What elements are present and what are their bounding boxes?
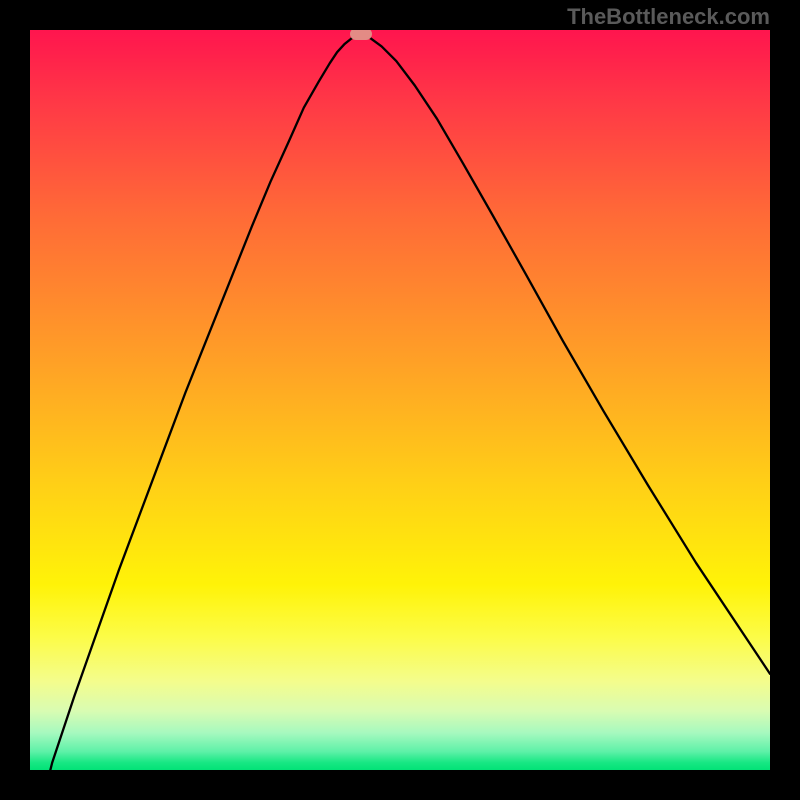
chart-frame: TheBottleneck.com xyxy=(0,0,800,800)
minimum-marker xyxy=(350,30,372,40)
curve-path xyxy=(41,35,770,770)
plot-area xyxy=(30,30,770,770)
watermark-text: TheBottleneck.com xyxy=(567,4,770,30)
bottleneck-curve xyxy=(30,30,770,770)
